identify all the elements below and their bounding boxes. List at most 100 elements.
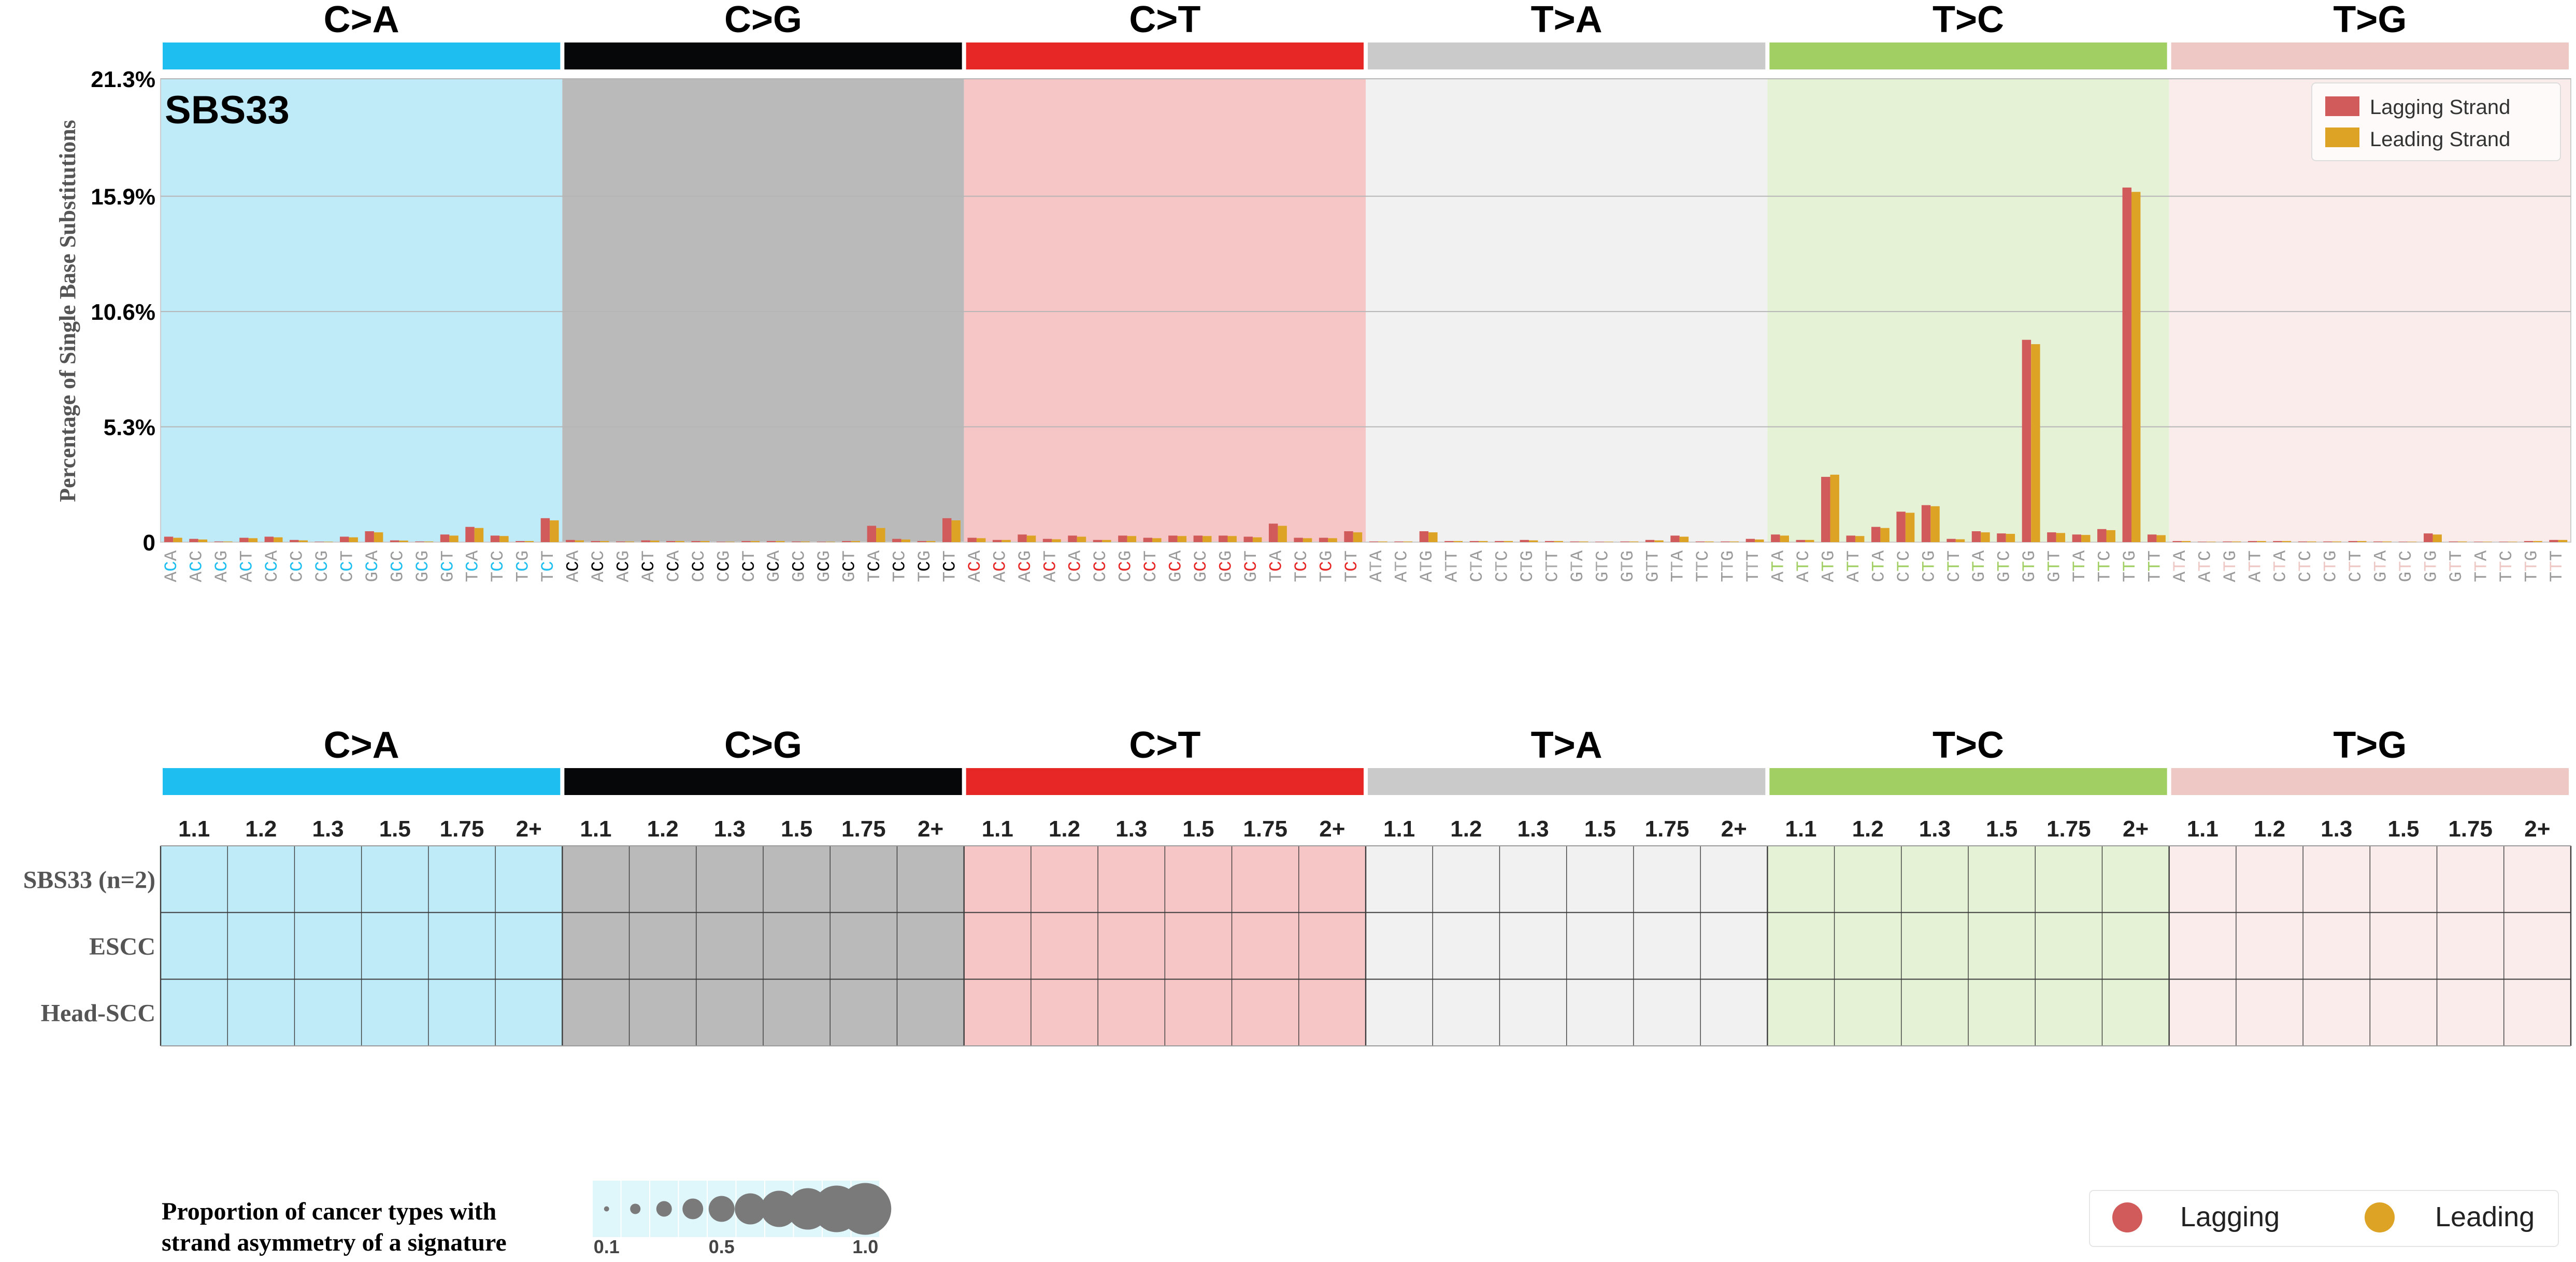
context-label: TCC	[489, 550, 508, 582]
context-label: ATA	[2171, 550, 2191, 582]
y-axis-label: Percentage of Single Base Substitutions	[55, 120, 80, 502]
context-label: GCC	[1192, 550, 1211, 582]
signature-label: SBS33	[165, 88, 290, 132]
context-label: GTT	[2447, 550, 2467, 582]
size-legend-circle	[630, 1203, 641, 1214]
bar-lagging	[2549, 540, 2558, 542]
bar-leading	[1755, 539, 1764, 542]
grid-column-label: 1.75	[1243, 816, 1287, 842]
grid-column-label: 1.3	[2321, 816, 2352, 842]
bar-leading	[2181, 541, 2191, 542]
bar-leading	[776, 541, 785, 542]
context-label: CCT	[740, 550, 760, 582]
grid-column-label: 1.1	[2187, 816, 2219, 842]
leading-dot-icon	[2365, 1202, 2395, 1232]
grid-column-label: 1.5	[1182, 816, 1214, 842]
grid-column-label: 1.75	[440, 816, 484, 842]
size-legend-circle	[839, 1183, 892, 1235]
context-label: GCT	[840, 550, 860, 582]
bar-leading	[1252, 537, 1262, 542]
type-panel-2	[964, 79, 1366, 542]
bar-legend-label-lagging: Lagging Strand	[2370, 96, 2510, 119]
bar-leading	[499, 536, 509, 542]
type-label-5: T>G	[2333, 0, 2407, 40]
context-label: TTT	[2548, 550, 2567, 582]
grid-column-label: 1.2	[2254, 816, 2285, 842]
bar-lagging	[365, 531, 374, 542]
bar-leading	[1981, 532, 1990, 542]
context-label: ACG	[614, 550, 634, 582]
context-label: GTC	[2397, 550, 2416, 582]
context-label: CTA	[1468, 550, 1487, 582]
bar-lagging	[1796, 540, 1806, 542]
grid-column-label: 1.3	[1919, 816, 1951, 842]
context-label: CCG	[313, 550, 333, 582]
bar-leading	[1102, 540, 1111, 542]
bar-lagging	[2424, 533, 2433, 542]
y-tick-label: 10.6%	[91, 300, 155, 325]
bar-lagging	[1469, 541, 1479, 542]
y-tick-label: 21.3%	[91, 67, 155, 92]
bar-leading	[1026, 535, 1036, 542]
bar-leading	[2106, 530, 2115, 542]
context-label: GCA	[1167, 550, 1186, 582]
context-label: TCT	[539, 550, 559, 582]
bar-leading	[1805, 540, 1814, 542]
bar-leading	[1453, 541, 1463, 542]
context-label: TCG	[514, 550, 534, 582]
size-legend-circles	[592, 1180, 892, 1238]
context-label: CTA	[1869, 550, 1889, 582]
grid-type-label-2: C>T	[1129, 725, 1200, 766]
context-label: TTC	[1694, 550, 1713, 582]
grid-column-label: 1.3	[1517, 816, 1549, 842]
bar-leading	[248, 538, 258, 542]
grid-column-label: 1.75	[1645, 816, 1690, 842]
bar-lagging	[842, 541, 851, 542]
bar-lagging	[1821, 477, 1830, 542]
grid-type-bar-3	[1368, 768, 1766, 795]
bar-leading	[2257, 541, 2266, 542]
bar-lagging	[1846, 535, 1855, 542]
grid-type-bar-1	[564, 768, 962, 795]
grid-lines	[160, 845, 2572, 1046]
bar-legend-swatch-leading	[2325, 127, 2359, 147]
bar-lagging	[1294, 537, 1303, 542]
size-legend-circle	[656, 1201, 672, 1217]
grid-column-label: 1.3	[1115, 816, 1147, 842]
type-bar-5	[2171, 42, 2569, 69]
grid-row-label: SBS33 (n=2)	[23, 866, 155, 894]
grid-column-label: 2+	[918, 816, 943, 842]
bar-leading	[2156, 535, 2166, 542]
context-label: ATC	[2196, 550, 2215, 582]
bar-leading	[2081, 535, 2091, 542]
context-label: CTG	[2322, 550, 2341, 582]
bar-leading	[2432, 534, 2442, 542]
bar-lagging	[164, 536, 174, 542]
bar-lagging	[2348, 541, 2358, 542]
bar-lagging	[2022, 339, 2031, 542]
x-axis-context-labels: ACAACCACGACTCCACCCCCGCCTGCAGCCGCGGCTTCAT…	[162, 550, 2567, 582]
gridlines	[161, 78, 2571, 428]
context-label: CCC	[288, 550, 308, 582]
y-tick-label: 15.9%	[91, 185, 155, 210]
bar-lagging	[440, 534, 450, 542]
grid-column-label: 2+	[2524, 816, 2550, 842]
bar-lagging	[2273, 541, 2282, 542]
bar-lagging	[1093, 540, 1103, 542]
context-label: ACC	[991, 550, 1010, 582]
size-legend-title-line1: Proportion of cancer types with	[162, 1198, 496, 1225]
grid-type-bar-0	[163, 768, 561, 795]
bar-lagging	[1971, 531, 1981, 542]
bar-lagging	[641, 540, 650, 542]
bar-lagging	[1745, 538, 1755, 542]
bar-leading	[1152, 538, 1162, 542]
grid-column-label: 1.75	[2448, 816, 2493, 842]
bar-leading	[524, 541, 534, 542]
context-label: CTT	[2346, 550, 2366, 582]
grid-column-label: 2+	[1721, 816, 1747, 842]
bar-leading	[449, 535, 459, 542]
context-label: GTA	[1970, 550, 1990, 582]
context-label: TCA	[865, 550, 885, 582]
grid-column-label: 1.5	[379, 816, 411, 842]
